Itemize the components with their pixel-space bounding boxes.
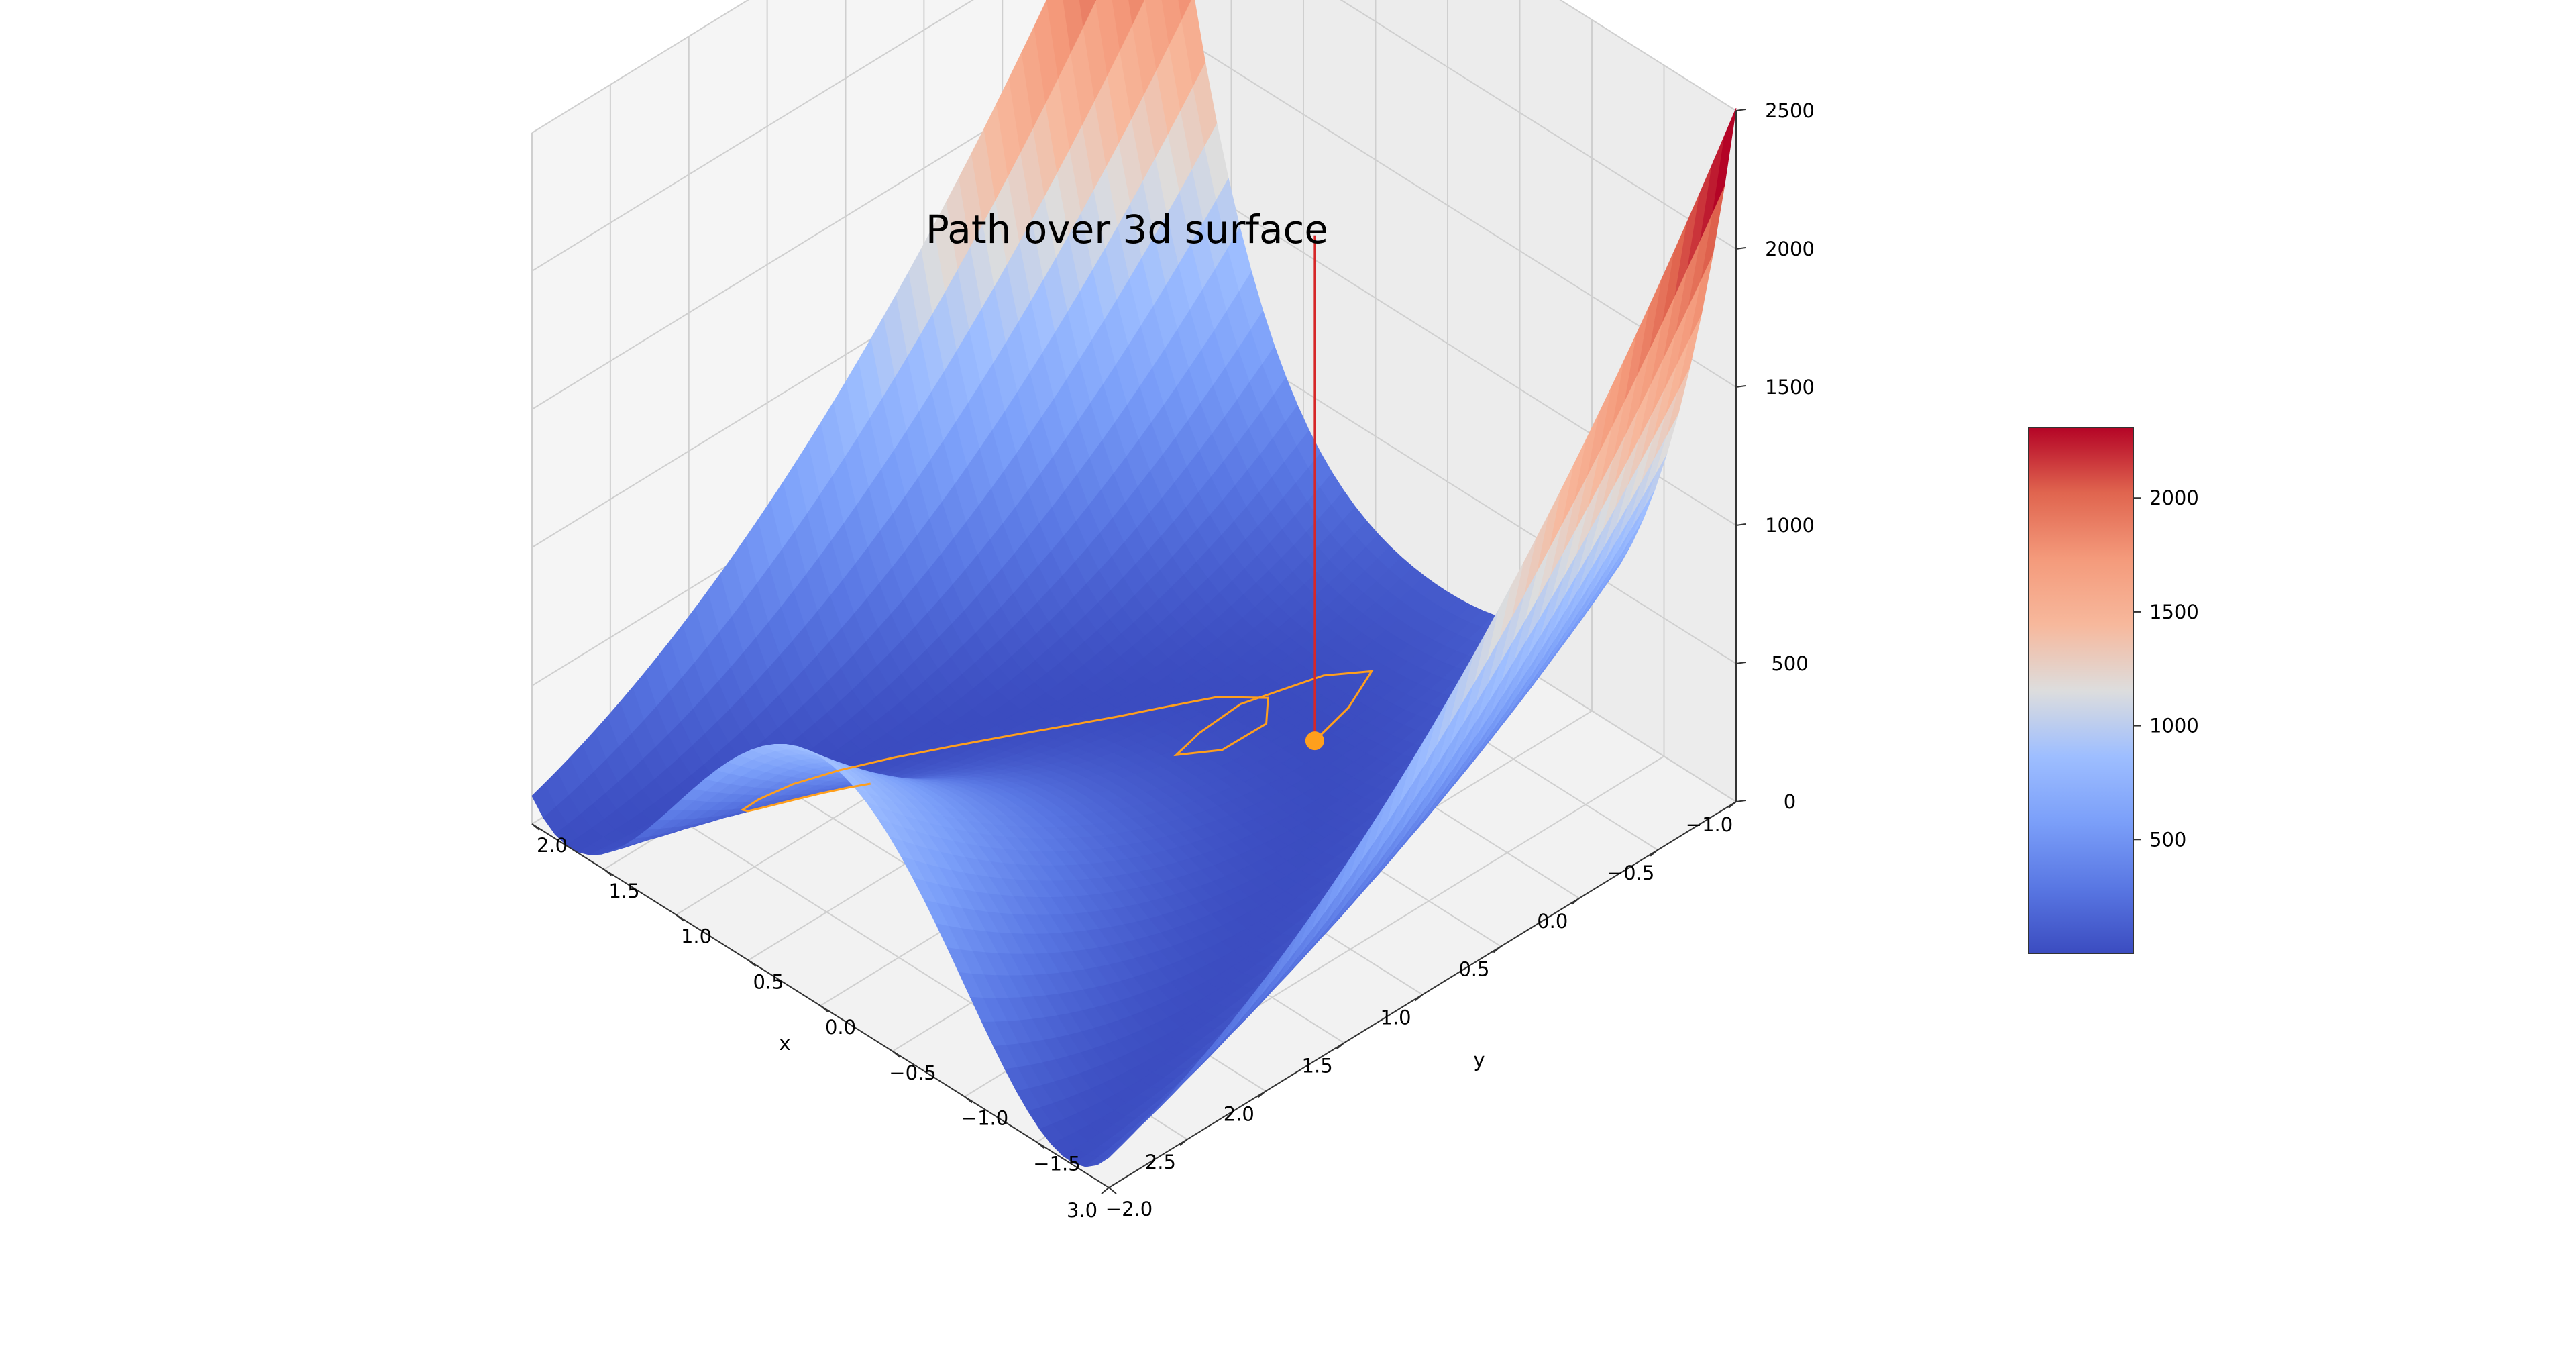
z-tick-mark [1735, 662, 1746, 664]
y-tick-label: 1.5 [1302, 1054, 1333, 1077]
z-tick-mark [1735, 109, 1746, 111]
y-tick-mark [1493, 945, 1502, 953]
tick-labels: −2.0 −1.5 −1.0 −0.5 0.0 0.5 1.0 1.5 2.0 −1.0 −0.5 0… [531, 99, 1815, 1222]
x-tick-label: −1.5 [1033, 1152, 1080, 1175]
chart-title: Path over 3d surface [926, 207, 1328, 252]
grid-line [1340, 0, 1737, 250]
x-tick-label: 0.5 [753, 970, 784, 993]
z-tick-label: 2500 [1765, 99, 1815, 122]
x-tick-mark [603, 868, 612, 876]
x-tick-mark [1036, 1141, 1045, 1149]
y-tick-label: 0.0 [1537, 910, 1568, 933]
y-tick-mark [1179, 1139, 1188, 1146]
y-tick-mark [1650, 849, 1658, 857]
path-line [740, 670, 1374, 813]
y-tick-mark [1336, 1042, 1345, 1050]
y-tick-label: 1.0 [1380, 1006, 1411, 1029]
x-tick-mark [892, 1050, 901, 1058]
x-tick-label: −2.0 [1106, 1198, 1152, 1220]
grid-line [531, 0, 749, 134]
x-tick-label: 2.0 [537, 834, 568, 857]
z-tick-mark [1735, 800, 1746, 802]
colorbar-tick-label: 1000 [2149, 715, 2199, 737]
surface-plot [531, 0, 1737, 1167]
x-tick-mark [964, 1096, 973, 1104]
x-tick-mark [531, 823, 540, 831]
x-tick-label: 1.5 [608, 880, 639, 902]
y-tick-mark [1101, 1187, 1110, 1194]
x-tick-label: 1.0 [681, 925, 712, 948]
z-tick-mark [1735, 247, 1746, 250]
x-tick-label: −1.0 [961, 1107, 1008, 1130]
x-tick-mark [820, 1005, 828, 1012]
y-tick-label: 0.5 [1458, 958, 1489, 981]
y-axis-label: y [1473, 1049, 1485, 1071]
colorbar-gradient [2028, 427, 2134, 954]
colorbar: 500 1000 1500 2000 [2028, 427, 2199, 954]
y-tick-label: 2.5 [1145, 1151, 1176, 1173]
y-tick-mark [1258, 1090, 1267, 1098]
x-tick-mark [676, 914, 684, 922]
colorbar-tick-label: 1500 [2149, 600, 2199, 623]
z-tick-mark [1735, 385, 1746, 388]
y-tick-mark [1414, 994, 1424, 1002]
y-tick-label: −1.0 [1686, 813, 1733, 836]
colorbar-tick-label: 500 [2149, 828, 2186, 851]
grid-line [531, 0, 974, 272]
z-tick-label: 500 [1771, 652, 1808, 675]
z-tick-mark [1735, 523, 1746, 526]
grid-line [1559, 0, 1737, 111]
z-tick-label: 2000 [1765, 238, 1815, 260]
x-tick-label: −0.5 [889, 1061, 936, 1084]
y-tick-mark [1728, 801, 1737, 808]
y-tick-label: −0.5 [1607, 861, 1654, 884]
path-series [740, 235, 1374, 813]
z-tick-label: 1500 [1765, 376, 1815, 399]
x-axis-label: x [779, 1032, 790, 1055]
z-tick-label: 1000 [1765, 514, 1815, 537]
surface-facet [1097, 1145, 1122, 1165]
colorbar-ticks: 500 1000 1500 2000 [2133, 486, 2199, 851]
x-tick-mark [1108, 1187, 1117, 1194]
y-tick-mark [1571, 897, 1580, 905]
x-tick-mark [747, 959, 757, 967]
x-tick-label: 0.0 [825, 1016, 856, 1039]
colorbar-tick-label: 2000 [2149, 486, 2199, 509]
z-tick-label: 0 [1784, 790, 1796, 813]
y-tick-label: 3.0 [1067, 1199, 1097, 1222]
y-tick-label: 2.0 [1224, 1102, 1254, 1125]
path-end-marker [1305, 731, 1324, 751]
